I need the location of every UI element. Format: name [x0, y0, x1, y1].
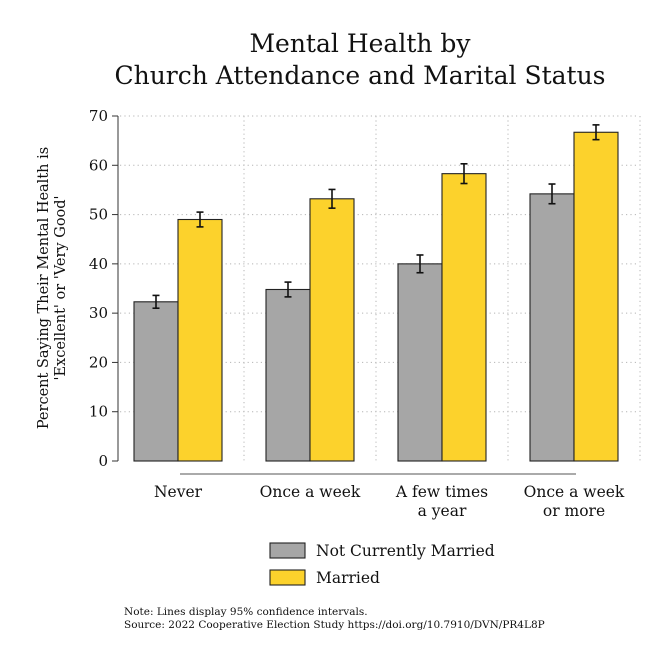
bars	[133, 131, 619, 462]
x-tick-label: Once a week	[260, 483, 361, 501]
bar	[309, 198, 355, 462]
bar	[265, 288, 311, 462]
y-tick-label: 60	[89, 156, 108, 174]
note-line-1: Note: Lines display 95% confidence inter…	[124, 606, 368, 618]
legend-swatch	[269, 542, 306, 559]
bar	[177, 218, 223, 462]
bar	[397, 263, 443, 462]
bar	[441, 173, 487, 462]
x-tick-label: a year	[418, 502, 467, 520]
legend-swatch	[269, 569, 306, 586]
x-tick-label: Never	[154, 483, 203, 501]
y-tick-label: 40	[89, 255, 108, 273]
chart-title-line-2: Church Attendance and Marital Status	[114, 61, 606, 90]
chart-note: Note: Lines display 95% confidence inter…	[124, 606, 545, 632]
x-tick-label: Once a week	[524, 483, 625, 501]
axis-labels: 0 10 20 30 40 50 60 70 Never Once a week A few tim…	[36, 107, 625, 520]
error-bars	[152, 124, 600, 310]
bar	[133, 301, 179, 462]
y-axis-title: 'Excellent' or 'Very Good'	[53, 195, 69, 380]
legend-label: Not Currently Married	[316, 542, 495, 560]
bar	[573, 131, 619, 462]
y-tick-label: 30	[89, 304, 108, 322]
y-tick-label: 70	[89, 107, 108, 125]
note-line-2: Source: 2022 Cooperative Election Study …	[124, 619, 545, 631]
legend-label: Married	[316, 569, 380, 587]
chart-title: Mental Health by Church Attendance and M…	[0, 28, 660, 92]
bar	[529, 193, 575, 462]
x-tick-label: A few times	[395, 483, 488, 501]
y-tick-label: 0	[98, 452, 108, 470]
y-tick-label: 10	[89, 403, 108, 421]
legend: Not Currently Married Married	[269, 542, 495, 587]
axes	[112, 115, 576, 475]
x-tick-label: or more	[543, 502, 605, 520]
y-axis-title: Percent Saying Their Mental Health is	[36, 147, 52, 429]
y-tick-label: 50	[89, 206, 108, 224]
y-tick-label: 20	[89, 353, 108, 371]
chart-title-line-1: Mental Health by	[249, 29, 471, 58]
